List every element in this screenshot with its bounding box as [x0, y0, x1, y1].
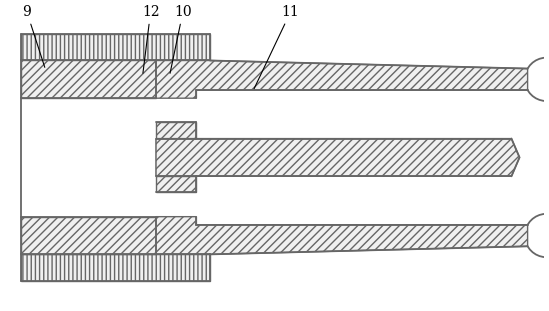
Polygon shape [156, 123, 197, 193]
Bar [21, 34, 210, 61]
Text: 10: 10 [170, 5, 192, 73]
Bar [21, 61, 156, 98]
Polygon shape [156, 217, 528, 254]
Bar [21, 217, 156, 254]
Text: 11: 11 [254, 5, 300, 89]
Text: 12: 12 [142, 5, 159, 73]
Text: 9: 9 [23, 5, 45, 67]
Polygon shape [156, 61, 528, 98]
Polygon shape [156, 139, 519, 176]
Bar [21, 254, 210, 281]
